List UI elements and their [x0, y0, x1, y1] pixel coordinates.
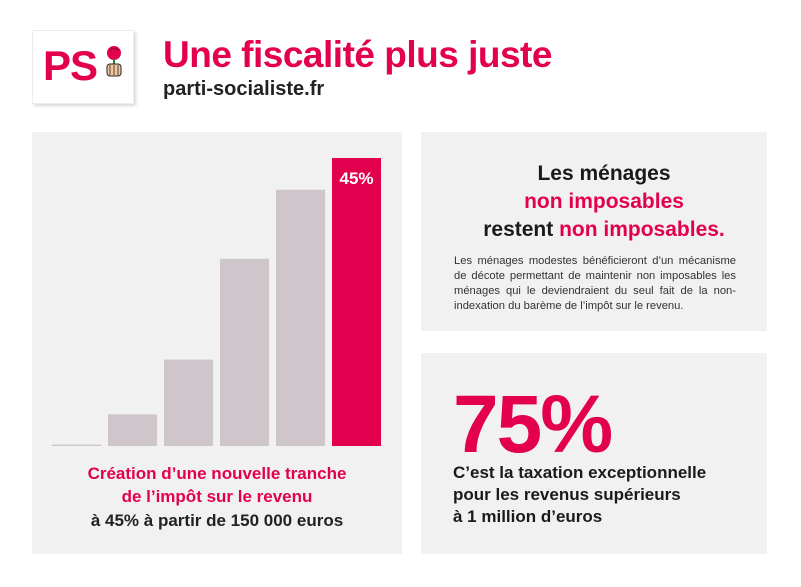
chart-caption-line2: de l’impôt sur le revenu [121, 487, 313, 506]
menages-body: Les ménages modestes bénéficieront d’un … [454, 255, 736, 312]
menages-heading-line3a: restent [483, 218, 560, 241]
chart-bar-1 [52, 444, 101, 446]
tax-line2: pour les revenus supérieurs [453, 485, 681, 504]
tax-panel: 75% C’est la taxation exceptionnelle pou… [421, 353, 767, 554]
tax-line3: à 1 million d’euros [453, 507, 603, 526]
tax-percent: 75% [453, 379, 613, 470]
site-url: parti-socialiste.fr [163, 78, 325, 100]
chart-bar-3 [164, 359, 213, 446]
chart-bar-6 [332, 158, 381, 446]
tax-line1: C’est la taxation exceptionnelle [453, 463, 707, 482]
chart-caption-line3: à 45% à partir de 150 000 euros [90, 511, 344, 530]
chart-data-label-6: 45% [339, 169, 373, 188]
logo: PS [32, 30, 134, 104]
menages-heading-line3b: non imposables. [559, 218, 725, 241]
rose-fist-icon [106, 46, 122, 77]
bar-chart: 45% [52, 158, 381, 446]
menages-heading-line2: non imposables [524, 190, 684, 213]
menages-heading: Les ménages non imposables restent non i… [454, 160, 754, 244]
menages-panel: Les ménages non imposables restent non i… [421, 132, 767, 331]
chart-caption-line1: Création d’une nouvelle tranche [87, 464, 347, 483]
chart-panel: 45% Création d’une nouvelle tranche de l… [32, 132, 402, 554]
chart-bar-2 [108, 414, 157, 446]
menages-heading-line1: Les ménages [537, 162, 671, 185]
menages-heading-line3: restent non imposables. [454, 216, 754, 244]
chart-bar-4 [220, 258, 269, 446]
logo-text: PS [43, 42, 98, 89]
chart-bar-5 [276, 189, 325, 446]
page-title: Une fiscalité plus juste [163, 34, 552, 75]
